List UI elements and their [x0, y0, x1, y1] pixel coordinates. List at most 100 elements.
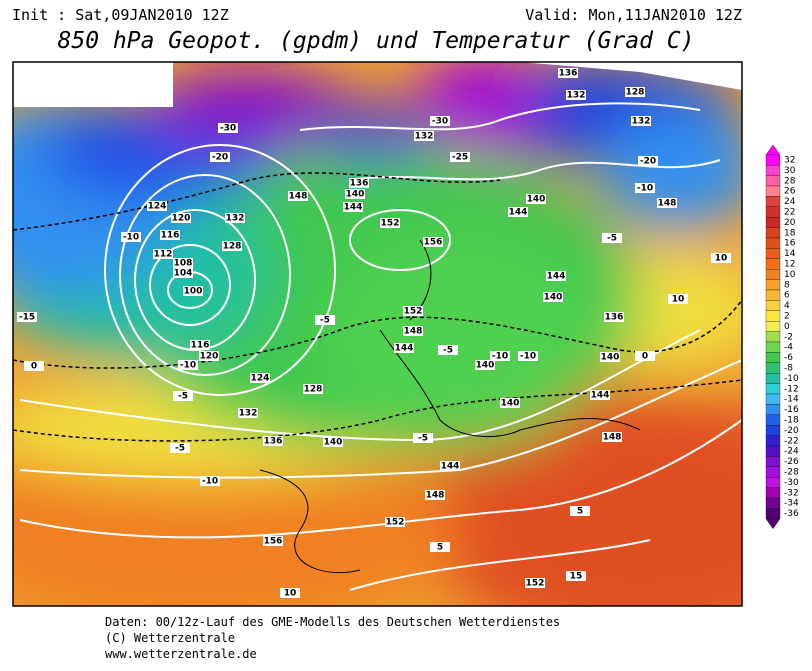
geopotential-label-box — [558, 68, 578, 78]
temperature-label-box — [430, 116, 450, 126]
geopotential-label: 136 — [350, 179, 369, 189]
temperature-label: 0 — [31, 362, 37, 372]
geopotential-label-box — [343, 202, 363, 212]
geopotential-label: 132 — [567, 91, 586, 101]
geopotential-label-box — [546, 271, 566, 281]
temperature-label: 15 — [570, 572, 583, 582]
temperature-field — [13, 62, 742, 606]
geopotential-label-box — [345, 189, 365, 199]
geopotential-label: 136 — [605, 313, 624, 323]
geopotential-label-box — [525, 578, 545, 588]
legend-swatch — [765, 383, 781, 395]
temperature-label-box — [518, 351, 538, 361]
geopotential-label: 148 — [289, 192, 308, 202]
geopotential-label: 100 — [184, 287, 203, 297]
legend-label: -12 — [784, 384, 799, 394]
legend-swatch — [765, 217, 781, 228]
geopotential-label: 124 — [148, 202, 167, 212]
geopotential-label-box — [238, 408, 258, 418]
temperature-label-box — [638, 156, 658, 166]
geopotential-label-box — [153, 249, 173, 259]
geopotential-label: 148 — [404, 327, 423, 337]
temperature-label: -30 — [432, 117, 448, 127]
legend-label: -20 — [784, 426, 799, 436]
temperature-label: -5 — [175, 444, 185, 454]
legend-swatch — [765, 258, 781, 270]
geopotential-label: 128 — [304, 385, 323, 395]
geopotential-label: 144 — [547, 272, 566, 282]
geopotential-label: 152 — [526, 579, 545, 589]
legend-label: -24 — [784, 447, 799, 457]
temperature-label-box — [315, 315, 335, 325]
legend-label: 22 — [784, 208, 795, 218]
legend-swatch — [765, 165, 781, 176]
legend-label: 6 — [784, 291, 790, 301]
legend-label: 4 — [784, 301, 790, 311]
legend-swatch — [765, 206, 781, 218]
temperature-label-box — [635, 351, 655, 361]
legend-label: 8 — [784, 280, 790, 290]
geopotential-label-box — [225, 213, 245, 223]
temperature-label: 5 — [577, 507, 583, 517]
legend-arrow — [765, 518, 781, 530]
legend-label: 16 — [784, 239, 796, 249]
legend-swatch — [765, 362, 781, 374]
legend-label: -16 — [784, 405, 799, 415]
geopotential-label-box — [403, 326, 423, 336]
legend-label: 26 — [784, 187, 796, 197]
geopotential-label: 152 — [381, 219, 400, 229]
legend-swatch — [765, 341, 781, 353]
legend-swatch — [765, 185, 781, 197]
geopotential-label-box — [566, 90, 586, 100]
geopotential-label-box — [323, 437, 343, 447]
geopotential-label: 144 — [509, 208, 528, 218]
geopotential-label: 144 — [344, 203, 363, 213]
geopotential-label-box — [394, 343, 414, 353]
geopotential-label: 136 — [264, 437, 283, 447]
legend-label: -10 — [784, 374, 799, 384]
temperature-label-box — [668, 294, 688, 304]
temperature-label: 10 — [715, 254, 728, 264]
legend-swatch — [765, 456, 781, 467]
geopotential-label: 140 — [324, 438, 343, 448]
temperature-label-box — [173, 391, 193, 401]
temperature-label-box — [24, 361, 44, 371]
geopotential-label-box — [263, 436, 283, 446]
legend-swatch — [765, 425, 781, 436]
geopotential-label: 152 — [404, 307, 423, 317]
legend-label: -32 — [784, 488, 799, 498]
legend-swatch — [765, 497, 781, 509]
temperature-label: -10 — [202, 477, 218, 487]
geopotential-label: 152 — [386, 518, 405, 528]
footer-text: (C) Wetterzentrale — [105, 631, 235, 645]
legend-label: -2 — [784, 332, 793, 342]
temperature-label-box — [490, 351, 510, 361]
legend-label: 30 — [784, 166, 796, 176]
temperature-label: -15 — [19, 313, 35, 323]
legend-swatch — [765, 373, 781, 384]
temperature-label-box — [450, 152, 470, 162]
geopotential-label-box — [600, 352, 620, 362]
legend-arrow — [765, 144, 781, 155]
temperature-label: -25 — [452, 153, 468, 163]
temperature-label-box — [602, 233, 622, 243]
temperature-label: -10 — [123, 233, 139, 243]
temperature-label-box — [121, 232, 141, 242]
no-data-area — [13, 62, 173, 107]
temperature-label-box — [170, 443, 190, 453]
temperature-label-box — [438, 345, 458, 355]
geopotential-label-box — [508, 207, 528, 217]
map-title: 850 hPa Geopot. (gpdm) und Temperatur (G… — [58, 28, 695, 54]
legend-label: 10 — [784, 270, 796, 280]
geopotential-label: 156 — [264, 537, 283, 547]
temperature-label: -5 — [178, 392, 188, 402]
geopotential-label: 108 — [174, 259, 193, 269]
legend-swatch — [765, 435, 781, 447]
legend-swatch — [765, 466, 781, 478]
legend-label: 0 — [784, 322, 790, 332]
legend-label: 20 — [784, 218, 796, 228]
geopotential-label-box — [590, 390, 610, 400]
legend-label: -22 — [784, 436, 799, 446]
geopotential-label: 116 — [191, 341, 210, 351]
legend-label: 18 — [784, 228, 796, 238]
